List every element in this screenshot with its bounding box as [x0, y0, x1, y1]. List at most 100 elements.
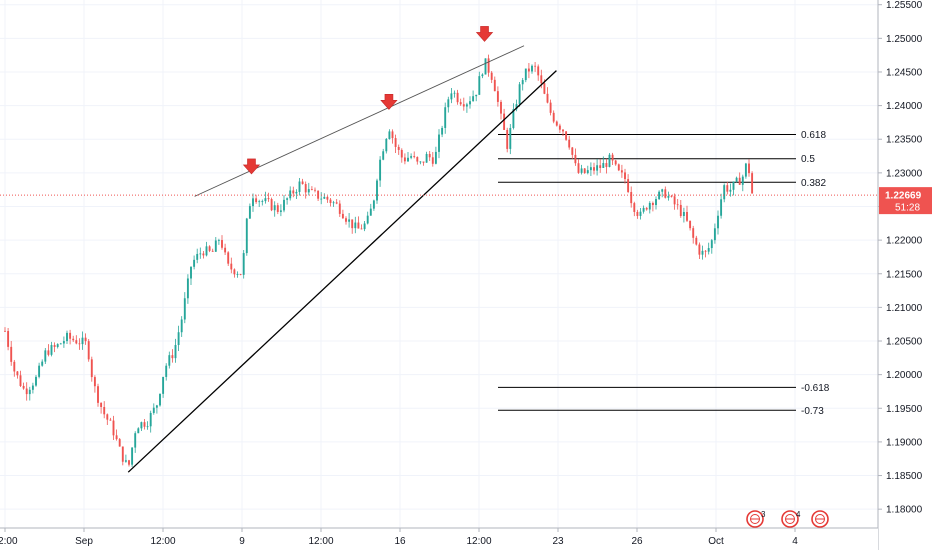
- candle-body: [115, 435, 118, 440]
- candle-body: [441, 127, 444, 135]
- price-tick-label: 1.20500: [886, 337, 923, 348]
- candle-body: [28, 389, 31, 395]
- candle-body: [552, 112, 555, 122]
- candle-body: [329, 199, 332, 203]
- price-tick-label: 1.18000: [886, 505, 923, 516]
- candle-body: [661, 189, 664, 192]
- candle-body: [90, 359, 93, 378]
- candle-body: [276, 205, 279, 212]
- icon-badge-count: 4: [796, 510, 801, 519]
- candle-body: [35, 376, 37, 386]
- candle-body: [366, 215, 369, 224]
- candle-body: [22, 385, 25, 389]
- down-arrow-shape: [475, 26, 494, 42]
- current-price-value: 1.22669: [885, 191, 922, 202]
- candle-body: [363, 223, 366, 230]
- candle-body: [252, 198, 254, 207]
- candle-body: [741, 176, 744, 185]
- candle-body: [744, 163, 747, 177]
- price-tick-label: 1.19500: [886, 404, 923, 415]
- candle-body: [599, 165, 602, 168]
- candle-body: [372, 200, 375, 209]
- candle-body: [177, 332, 180, 345]
- candle-body: [624, 172, 626, 180]
- candle-body: [75, 340, 78, 344]
- candle-body: [651, 202, 654, 206]
- price-axis[interactable]: 1.25500 1.25000 1.24500 1.24000 1.23500 1.230…: [877, 0, 932, 550]
- candle-body: [38, 365, 41, 377]
- candle-body: [242, 253, 245, 275]
- candle-body: [490, 72, 493, 80]
- candle-body: [180, 319, 183, 333]
- fib-level-label: -0.73: [801, 406, 824, 417]
- economic-event-icon[interactable]: [811, 510, 829, 528]
- candle-body: [428, 153, 431, 158]
- candle-body: [413, 156, 416, 158]
- candle-body: [149, 412, 152, 427]
- dividends-flag-icon[interactable]: 4: [781, 510, 801, 528]
- candle-body: [456, 92, 459, 103]
- candle-body: [236, 274, 239, 275]
- candle-body: [676, 204, 679, 206]
- price-tick-label: 1.23000: [886, 168, 923, 179]
- candle-body: [695, 237, 698, 245]
- time-tick-label: Sep: [75, 536, 93, 547]
- calendar-event-icon[interactable]: 3: [746, 510, 766, 528]
- candle-body: [447, 99, 450, 108]
- candle-body: [323, 196, 326, 199]
- candle-body: [484, 58, 487, 75]
- candle-body: [410, 156, 413, 158]
- fibonacci-levels[interactable]: 0.618 0.5 0.382 -0.618 -0.73: [498, 130, 830, 417]
- candle-body: [735, 177, 738, 182]
- candles: [4, 54, 754, 468]
- down-arrow-icon: [242, 158, 261, 175]
- candle-body: [186, 278, 189, 299]
- candle-body: [416, 157, 419, 162]
- candle-body: [137, 428, 140, 434]
- candle-body: [453, 92, 456, 94]
- price-tick-label: 1.20000: [886, 370, 923, 381]
- candle-body: [400, 149, 403, 158]
- candle-body: [608, 154, 611, 167]
- fib-level-label: 0.5: [801, 154, 815, 165]
- fib-level-label: 0.618: [801, 130, 826, 141]
- candle-body: [537, 66, 540, 76]
- candle-body: [335, 202, 338, 204]
- candle-body: [388, 131, 391, 139]
- candle-body: [214, 240, 217, 252]
- candle-body: [431, 157, 434, 164]
- time-axis[interactable]: 12:00 Sep 12:00 9 12:00 16 12:00 23 26 Oct 4: [0, 527, 878, 550]
- candle-body: [348, 219, 351, 222]
- candle-body: [605, 163, 608, 167]
- candle-body: [267, 198, 270, 200]
- candle-body: [574, 154, 577, 164]
- candle-body: [518, 84, 521, 105]
- time-tick-label: 26: [631, 536, 643, 547]
- candle-body: [527, 68, 530, 72]
- candle-body: [338, 203, 341, 214]
- candle-body: [341, 213, 344, 219]
- candle-body: [152, 407, 155, 413]
- candle-body: [307, 189, 310, 193]
- candle-body: [475, 94, 478, 97]
- candle-body: [47, 350, 50, 355]
- candle-body: [258, 201, 261, 203]
- candle-body: [208, 246, 211, 251]
- candle-body: [425, 153, 428, 163]
- candle-body: [438, 134, 440, 152]
- candle-body: [524, 68, 527, 81]
- candle-body: [583, 168, 586, 174]
- candle-body: [642, 207, 645, 212]
- grid: [0, 0, 878, 528]
- candle-body: [168, 355, 171, 366]
- candle-body: [128, 460, 130, 465]
- candle-body: [422, 161, 425, 163]
- candle-body: [264, 198, 267, 202]
- candle-body: [617, 164, 620, 171]
- candle-body: [540, 75, 543, 84]
- candle-body: [407, 157, 409, 162]
